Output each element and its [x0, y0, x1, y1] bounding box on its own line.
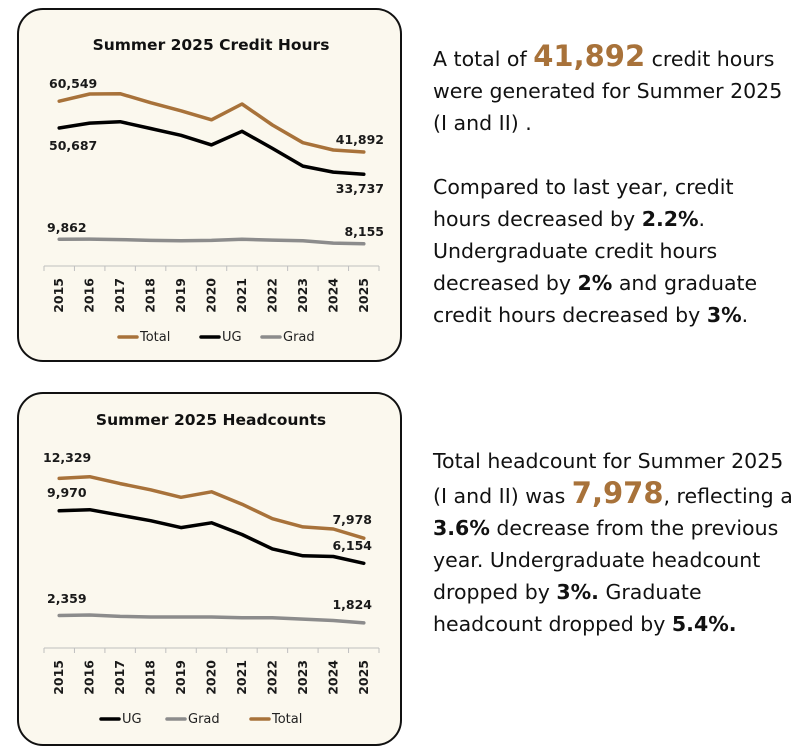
credit-hours-total-value: 41,892 — [533, 39, 646, 73]
text: credit hours were generated for Summer 2… — [433, 47, 783, 135]
total-series-line — [57, 91, 366, 154]
x-tick-label: 2020 — [204, 660, 219, 695]
chart-title: Summer 2025 Headcounts — [96, 411, 326, 429]
x-tick-label: 2022 — [264, 278, 279, 313]
headcount-change-pct: 3.6% — [433, 516, 490, 540]
credit-hours-card: Summer 2025 Credit Hours 2015 2016 2017 2018… — [17, 8, 402, 362]
x-tick-label: 2016 — [82, 278, 97, 313]
data-label-ug-last: 33,737 — [336, 181, 384, 196]
grad-series-line — [57, 613, 366, 625]
credit-hours-change-pct: 2.2% — [641, 207, 699, 231]
data-label-grad-last: 8,155 — [344, 224, 384, 239]
x-tick-label: 2018 — [143, 278, 158, 313]
headcount-summary: Total headcount for Summer 2025 (I and I… — [433, 445, 793, 640]
text: Graduate headcount dropped by — [433, 580, 702, 636]
credit-hours-chart: Summer 2025 Credit Hours 2015 2016 2017 2018… — [43, 36, 384, 345]
data-label-total-last: 7,978 — [332, 512, 372, 527]
data-label-total-first: 60,549 — [49, 76, 97, 91]
legend-label-ug: UG — [122, 712, 142, 727]
x-tick-label: 2018 — [143, 660, 158, 695]
grad-series-line — [57, 237, 366, 246]
ug-series-line — [57, 507, 366, 566]
data-label-total-first: 12,329 — [43, 450, 91, 465]
x-tick-label: 2021 — [234, 660, 249, 695]
data-label-grad-last: 1,824 — [332, 597, 372, 612]
text: decrease from the previous year. Undergr… — [433, 516, 779, 604]
ug-series-line — [57, 119, 366, 176]
text: and graduate credit hours decreased by — [433, 271, 758, 327]
legend-label-ug: UG — [222, 330, 242, 345]
x-tick-label: 2017 — [112, 660, 127, 695]
chart-title: Summer 2025 Credit Hours — [93, 36, 330, 54]
legend-label-grad: Grad — [283, 330, 315, 345]
total-series-line — [57, 474, 366, 540]
x-tick-label: 2020 — [204, 278, 219, 313]
x-tick-label: 2022 — [264, 660, 279, 695]
x-tick-label: 2015 — [51, 660, 66, 695]
legend-label-total: Total — [139, 330, 170, 345]
headcounts-chart: Summer 2025 Headcounts 2015 2016 2017 2018 20… — [43, 411, 380, 727]
x-tick-label: 2019 — [173, 660, 188, 695]
text: , reflecting a — [663, 484, 793, 508]
x-tick-label: 2019 — [173, 278, 188, 313]
data-label-ug-last: 6,154 — [332, 538, 372, 553]
ug-headcount-change-pct: 3%. — [556, 580, 599, 604]
credit-hours-change-paragraph: Compared to last year, credit hours decr… — [433, 171, 793, 331]
credit-hours-total-paragraph: A total of 41,892 credit hours were gene… — [433, 40, 793, 139]
grad-headcount-change-pct: 5.4%. — [671, 612, 737, 636]
data-label-ug-first: 9,970 — [47, 485, 87, 500]
headcounts-card: Summer 2025 Headcounts 2015 2016 2017 2018 20… — [17, 392, 402, 746]
x-tick-label: 2023 — [295, 660, 310, 695]
x-tick-label: 2025 — [356, 660, 371, 695]
x-tick-label: 2024 — [325, 660, 340, 695]
x-tick-label: 2017 — [112, 278, 127, 313]
text: . Undergraduate credit hours decreased b… — [433, 207, 718, 295]
headcount-paragraph: Total headcount for Summer 2025 (I and I… — [433, 445, 793, 640]
text: Total headcount for Summer 2025 (I and I… — [433, 449, 784, 508]
x-tick-label: 2016 — [82, 660, 97, 695]
ug-credit-change-pct: 2% — [577, 271, 613, 295]
text: A total of — [433, 47, 534, 71]
text: Compared to last year, credit hours decr… — [433, 175, 734, 231]
data-label-total-last: 41,892 — [336, 132, 384, 147]
x-tick-label: 2021 — [234, 278, 249, 313]
x-tick-label: 2015 — [51, 278, 66, 313]
legend-label-total: Total — [271, 712, 302, 727]
x-tick-label: 2024 — [325, 278, 340, 313]
data-label-grad-first: 2,359 — [47, 591, 87, 606]
grad-credit-change-pct: 3% — [706, 303, 742, 327]
data-label-grad-first: 9,862 — [47, 220, 87, 235]
text: . — [741, 303, 749, 327]
legend-label-grad: Grad — [188, 712, 220, 727]
headcount-total-value: 7,978 — [571, 476, 664, 510]
data-label-ug-first: 50,687 — [49, 138, 97, 153]
credit-hours-summary: A total of 41,892 credit hours were gene… — [433, 40, 793, 331]
x-tick-label: 2025 — [356, 278, 371, 313]
x-tick-label: 2023 — [295, 278, 310, 313]
